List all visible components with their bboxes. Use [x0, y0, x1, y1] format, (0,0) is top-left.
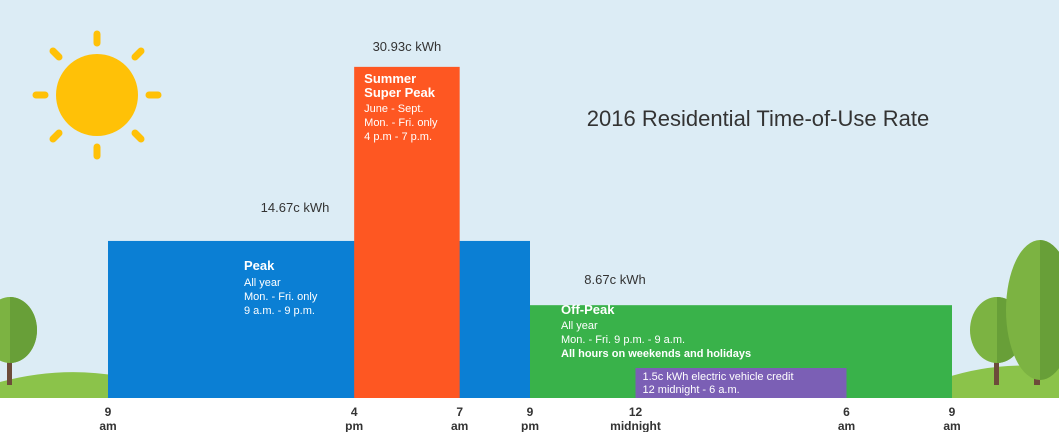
bar-peak — [108, 240, 530, 398]
bar-ev-credit — [635, 368, 847, 398]
x-tick-sublabel: am — [99, 419, 116, 432]
super-peak-value-label: 30.93c kWh — [373, 39, 442, 54]
tree-right-large-icon — [1006, 240, 1059, 385]
x-tick-sublabel: midnight — [610, 419, 661, 432]
peak-detail-line: Mon. - Fri. only — [244, 291, 318, 303]
peak-detail-line: 9 a.m. - 9 p.m. — [244, 305, 315, 317]
bar-summer-super-peak — [354, 66, 460, 398]
x-tick-sublabel: am — [943, 419, 960, 432]
tree-left-icon — [0, 297, 37, 385]
chart-title: 2016 Residential Time-of-Use Rate — [587, 106, 929, 131]
off-peak-value-label: 8.67c kWh — [584, 272, 645, 287]
ground-left-hill — [0, 372, 118, 398]
super-peak-name: Super Peak — [364, 85, 436, 100]
off-peak-detail-line: Mon. - Fri. 9 p.m. - 9 a.m. — [561, 334, 685, 346]
peak-value-label: 14.67c kWh — [261, 200, 330, 215]
off-peak-detail-line: All year — [561, 320, 598, 332]
sun-icon — [32, 30, 162, 160]
x-tick-label: 6 — [843, 405, 850, 419]
super-peak-detail-line: 4 p.m - 7 p.m. — [364, 131, 432, 143]
off-peak-weekend-line: All hours on weekends and holidays — [561, 348, 751, 360]
x-tick-label: 12 — [629, 405, 643, 419]
x-tick-sublabel: am — [838, 419, 855, 432]
bars-layer — [108, 66, 952, 398]
axis-area-background — [0, 398, 1059, 432]
off-peak-name: Off-Peak — [561, 302, 615, 317]
super-peak-detail-line: June - Sept. — [364, 103, 423, 115]
peak-detail-line: All year — [244, 277, 281, 289]
super-peak-detail-line: Mon. - Fri. only — [364, 117, 438, 129]
x-tick-label: 7 — [456, 405, 463, 419]
x-tick-label: 9 — [105, 405, 112, 419]
x-tick-sublabel: am — [451, 419, 468, 432]
ev-credit-hours: 12 midnight - 6 a.m. — [643, 384, 740, 396]
x-tick-label: 9 — [527, 405, 534, 419]
x-tick-sublabel: pm — [521, 419, 539, 432]
ev-credit-label: 1.5c kWh electric vehicle credit — [643, 371, 794, 383]
x-tick-label: 9 — [949, 405, 956, 419]
peak-name: Peak — [244, 258, 275, 273]
x-tick-sublabel: pm — [345, 419, 363, 432]
x-tick-label: 4 — [351, 405, 358, 419]
super-peak-name: Summer — [364, 71, 416, 86]
